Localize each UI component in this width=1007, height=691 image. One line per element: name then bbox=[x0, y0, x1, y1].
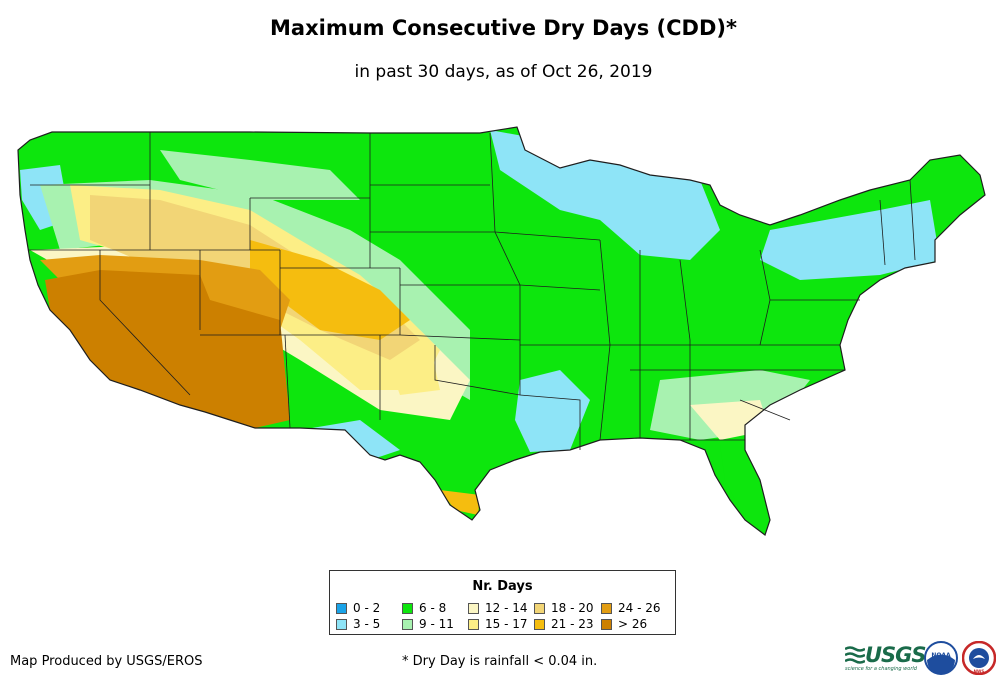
mn-ia-border bbox=[494, 231, 601, 241]
nws-logo-text: NWS bbox=[974, 669, 985, 674]
usgs-tagline: science for a changing world bbox=[845, 666, 917, 672]
legend-item: 0 - 2 bbox=[336, 601, 380, 615]
legend-label: 3 - 5 bbox=[353, 617, 381, 631]
ca-nv-border bbox=[99, 250, 191, 396]
ok-tx-border bbox=[434, 345, 521, 396]
map-subtitle: in past 30 days, as of Oct 26, 2019 bbox=[354, 62, 653, 82]
legend-item: 6 - 8 bbox=[402, 601, 446, 615]
usgs-logo: USGS bbox=[845, 643, 927, 667]
legend-label: 12 - 14 bbox=[485, 601, 528, 615]
region-6-8-florida bbox=[720, 445, 770, 535]
legend-item: 9 - 11 bbox=[402, 617, 454, 631]
region-3-5-great-lakes bbox=[490, 130, 720, 260]
dry-day-footnote: * Dry Day is rainfall < 0.04 in. bbox=[402, 654, 598, 669]
legend-swatch bbox=[402, 618, 413, 630]
map-title: Maximum Consecutive Dry Days (CDD)* bbox=[270, 16, 737, 40]
dry-days-shading bbox=[18, 127, 985, 535]
conus-dry-days-map bbox=[17, 126, 986, 536]
usgs-wordmark: USGS bbox=[865, 643, 927, 667]
nws-logo-icon: NWS bbox=[962, 641, 996, 675]
legend-label: 24 - 26 bbox=[618, 601, 661, 615]
legend-title: Nr. Days bbox=[472, 579, 533, 594]
legend-item: > 26 bbox=[601, 617, 647, 631]
legend-label: 21 - 23 bbox=[551, 617, 594, 631]
legend-swatch bbox=[336, 602, 347, 614]
legend-item: 21 - 23 bbox=[534, 617, 594, 631]
legend-item: 24 - 26 bbox=[601, 601, 661, 615]
ga-sc-border bbox=[739, 399, 791, 421]
legend-item: 15 - 17 bbox=[468, 617, 528, 631]
az-nm-border bbox=[284, 334, 291, 429]
ia-mo-border bbox=[519, 284, 601, 291]
in-oh-border bbox=[679, 259, 691, 440]
legend-label: 9 - 11 bbox=[419, 617, 454, 631]
legend-swatch bbox=[534, 602, 545, 614]
region-9-11-northern-rockies bbox=[160, 150, 360, 200]
legend-item: 12 - 14 bbox=[468, 601, 528, 615]
legend-swatch bbox=[534, 618, 545, 630]
legend-swatch bbox=[468, 602, 479, 614]
nh-me-border bbox=[909, 179, 916, 261]
legend-label: > 26 bbox=[618, 617, 648, 631]
noaa-logo-text: NOAA bbox=[931, 652, 951, 659]
legend-swatch bbox=[402, 602, 413, 614]
ar-la-border bbox=[519, 394, 581, 450]
legend-swatch bbox=[601, 602, 612, 614]
region-3-5-lower-mississippi bbox=[515, 370, 590, 452]
mn-ia-mo-west bbox=[489, 132, 521, 395]
usgs-wave-icon bbox=[845, 646, 865, 664]
wv-border bbox=[759, 299, 771, 346]
legend-label: 0 - 2 bbox=[353, 601, 381, 615]
map-credit: Map Produced by USGS/EROS bbox=[10, 654, 203, 669]
vt-nh-border bbox=[879, 199, 886, 266]
noaa-logo-icon: NOAA bbox=[924, 641, 958, 675]
legend-box: Nr. Days 0 - 2 3 - 5 6 - 8 9 - 11 12 - 14 15 … bbox=[329, 570, 676, 635]
legend-label: 15 - 17 bbox=[485, 617, 528, 631]
us-outline bbox=[17, 126, 986, 536]
legend-label: 6 - 8 bbox=[419, 601, 447, 615]
legend-swatch bbox=[336, 618, 347, 630]
ks-ok-border bbox=[399, 334, 521, 341]
legend-label: 18 - 20 bbox=[551, 601, 594, 615]
region-21-23-south-texas bbox=[440, 490, 480, 515]
region-3-5-northeast bbox=[760, 200, 940, 280]
legend-swatch bbox=[601, 618, 612, 630]
legend-item: 18 - 20 bbox=[534, 601, 594, 615]
region-21-23-colorado bbox=[250, 240, 410, 340]
region-over-26-southwest bbox=[45, 270, 290, 428]
state-boundaries bbox=[17, 126, 986, 536]
legend-swatch bbox=[468, 618, 479, 630]
legend-item: 3 - 5 bbox=[336, 617, 380, 631]
